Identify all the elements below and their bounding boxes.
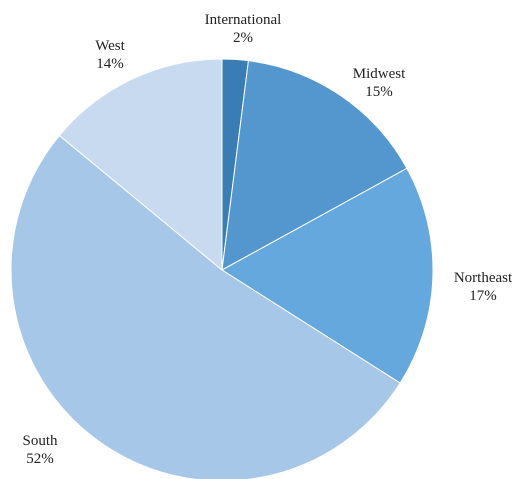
slice-label-northeast: Northeast bbox=[454, 270, 513, 286]
pie-slice-west bbox=[58, 58, 223, 272]
pie-slice-northeast bbox=[221, 167, 434, 384]
slice-value-northeast: 17% bbox=[469, 288, 497, 304]
slice-value-midwest: 15% bbox=[365, 84, 393, 100]
slice-value-west: 14% bbox=[96, 56, 124, 72]
slice-label-south: South bbox=[22, 433, 58, 449]
pie-slices bbox=[10, 58, 434, 479]
slice-value-international: 2% bbox=[233, 30, 253, 46]
slice-label-midwest: Midwest bbox=[353, 66, 406, 82]
pie-labels: International 2% Midwest 15% Northeast 17% Sou… bbox=[22, 12, 512, 467]
slice-label-international: International bbox=[205, 12, 282, 28]
pie-slice-south bbox=[10, 134, 401, 479]
slice-value-south: 52% bbox=[26, 451, 54, 467]
pie-slice-midwest bbox=[221, 60, 408, 271]
slice-label-west: West bbox=[95, 38, 125, 54]
